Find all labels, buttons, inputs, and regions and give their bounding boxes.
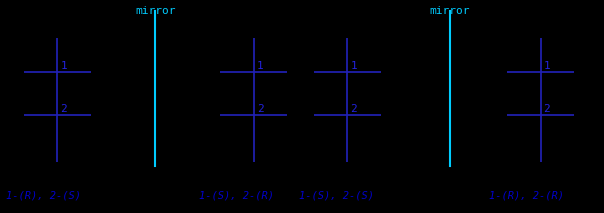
- Text: 2: 2: [350, 104, 357, 114]
- Text: 1-(S), 2-(S): 1-(S), 2-(S): [299, 190, 374, 200]
- Text: 1: 1: [257, 61, 263, 71]
- Text: 1: 1: [60, 61, 67, 71]
- Text: 1: 1: [544, 61, 550, 71]
- Text: 1-(R), 2-(R): 1-(R), 2-(R): [489, 190, 564, 200]
- Text: 1-(R), 2-(S): 1-(R), 2-(S): [6, 190, 81, 200]
- Text: 1: 1: [350, 61, 357, 71]
- Text: mirror: mirror: [135, 6, 176, 16]
- Text: 2: 2: [544, 104, 550, 114]
- Text: 2: 2: [60, 104, 67, 114]
- Text: 2: 2: [257, 104, 263, 114]
- Text: mirror: mirror: [429, 6, 471, 16]
- Text: 1-(S), 2-(R): 1-(S), 2-(R): [199, 190, 274, 200]
